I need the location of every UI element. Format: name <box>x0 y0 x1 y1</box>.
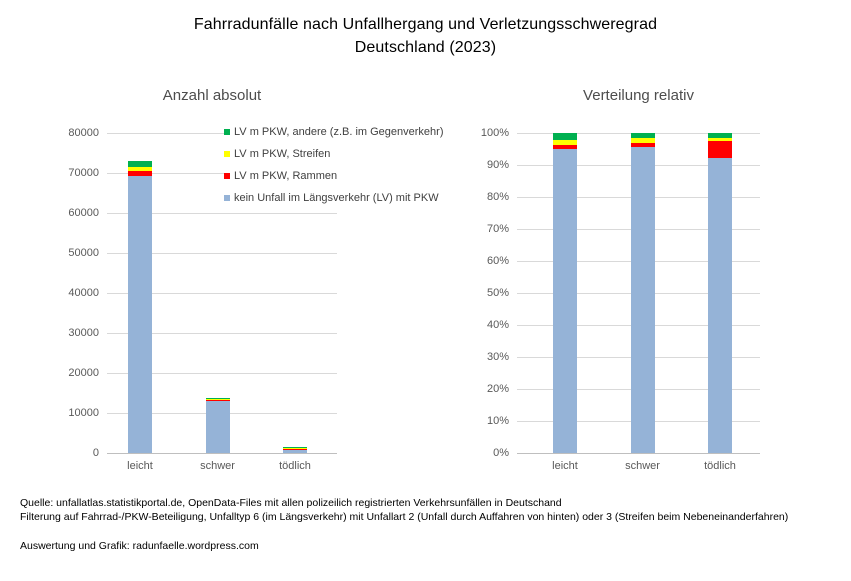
gridline <box>107 212 337 214</box>
bar-segment <box>708 158 732 453</box>
bar-segment <box>630 133 655 139</box>
gridline <box>107 132 337 134</box>
legend-swatch-icon <box>224 195 230 201</box>
bar-segment <box>128 161 152 167</box>
legend-label: LV m PKW, Streifen <box>234 148 331 160</box>
relative-chart-plot: 0% 10% 20% 30% 40% 50% 60% 70% 80% 90% 100% leicht s… <box>481 127 760 472</box>
y-axis-tick-label: 50% <box>486 287 509 299</box>
y-axis-tick-label: 60000 <box>68 207 99 219</box>
bar-segment <box>128 171 152 176</box>
main-title-line1: Fahrradunfälle nach Unfallhergang und Ve… <box>193 16 658 33</box>
legend-label: LV m PKW, Rammen <box>234 170 338 182</box>
legend-swatch-icon <box>224 173 230 179</box>
bar-segment <box>630 142 655 148</box>
chart-legend: LV m PKW, andere (z.B. im Gegenverkehr) L… <box>224 120 443 211</box>
bar-segment <box>553 133 577 140</box>
legend-swatch-icon <box>224 129 230 135</box>
y-axis-tick-label: 30% <box>486 351 509 363</box>
y-axis-tick-label: 70000 <box>68 167 99 179</box>
y-axis-tick-label: 90% <box>486 159 509 171</box>
gridline <box>517 132 760 134</box>
x-axis-line <box>517 452 760 454</box>
legend-item: LV m PKW, andere (z.B. im Gegenverkehr) <box>224 121 443 143</box>
x-axis-line <box>107 452 337 454</box>
bar-segment <box>553 149 577 453</box>
y-axis-tick-label: 20% <box>486 383 509 395</box>
bar-segment <box>708 138 732 141</box>
x-axis-category-label: schwer <box>625 460 660 472</box>
y-axis-tick-label: 80% <box>486 191 509 203</box>
legend-swatch-icon <box>224 151 230 157</box>
x-axis-category-label: schwer <box>200 460 235 472</box>
bar-segment <box>205 400 230 453</box>
bar-segment <box>205 398 230 400</box>
y-axis-tick-label: 50000 <box>68 247 99 259</box>
legend-item: kein Unfall im Längsverkehr (LV) mit PKW <box>224 187 439 209</box>
legend-label: kein Unfall im Längsverkehr (LV) mit PKW <box>234 192 439 204</box>
bar-segment <box>553 144 577 150</box>
x-axis-category-label: leicht <box>127 460 153 472</box>
legend-label: LV m PKW, andere (z.B. im Gegenverkehr) <box>234 126 444 138</box>
bar-segment <box>128 175 152 453</box>
bar-segment <box>205 397 230 399</box>
bar-segment <box>630 147 655 453</box>
relative-chart-title: Verteilung relativ <box>583 87 694 104</box>
absolute-chart-plot: 0 10000 20000 30000 40000 50000 60000 70000 8000… <box>68 127 337 472</box>
bar-segment <box>630 138 655 143</box>
y-axis-tick-label: 40000 <box>68 287 99 299</box>
absolute-chart-title: Anzahl absolut <box>162 87 262 104</box>
bar-segment <box>283 447 307 449</box>
y-axis-tick-label: 0% <box>493 447 509 459</box>
gridline <box>107 292 337 294</box>
legend-item: LV m PKW, Rammen <box>224 165 422 187</box>
gridline <box>107 252 337 254</box>
gridline <box>107 372 337 374</box>
y-axis-tick-label: 60% <box>486 255 509 267</box>
y-axis-tick-label: 30000 <box>68 327 99 339</box>
x-axis-category-label: tödlich <box>704 460 736 472</box>
bar-segment <box>283 449 307 451</box>
gridline <box>107 332 337 334</box>
y-axis-tick-label: 10% <box>486 415 509 427</box>
x-axis-category-label: tödlich <box>279 460 311 472</box>
footer-source-line: Quelle: unfallatlas.statistikportal.de, … <box>20 497 562 509</box>
gridline <box>107 172 337 174</box>
bar-segment <box>283 448 307 450</box>
y-axis-tick-label: 80000 <box>68 127 99 139</box>
footer-credit-line: Auswertung und Grafik: radunfaelle.wordp… <box>20 540 259 552</box>
bar-segment <box>708 133 732 139</box>
y-axis-tick-label: 0 <box>92 447 99 459</box>
y-axis-tick-label: 100% <box>480 127 509 139</box>
bar-segment <box>283 450 307 453</box>
y-axis-tick-label: 20000 <box>68 367 99 379</box>
footer-notes: Quelle: unfallatlas.statistikportal.de, … <box>20 497 840 524</box>
y-axis-tick-label: 40% <box>486 319 509 331</box>
footer-filter-line: Filterung auf Fahrrad-/PKW-Beteiligung, … <box>20 510 789 523</box>
legend-item: LV m PKW, Streifen <box>224 143 422 165</box>
x-axis-category-label: leicht <box>552 460 578 472</box>
y-axis-tick-label: 70% <box>486 223 509 235</box>
y-axis-tick-label: 10000 <box>68 407 99 419</box>
bar-segment <box>708 141 732 159</box>
main-title-line2: Deutschland (2023) <box>354 39 497 56</box>
chart-main-title: Fahrradunfälle nach Unfallhergang und Ve… <box>0 13 851 59</box>
bar-segment <box>128 167 152 172</box>
bar-segment <box>553 139 577 145</box>
bar-segment <box>205 399 230 401</box>
